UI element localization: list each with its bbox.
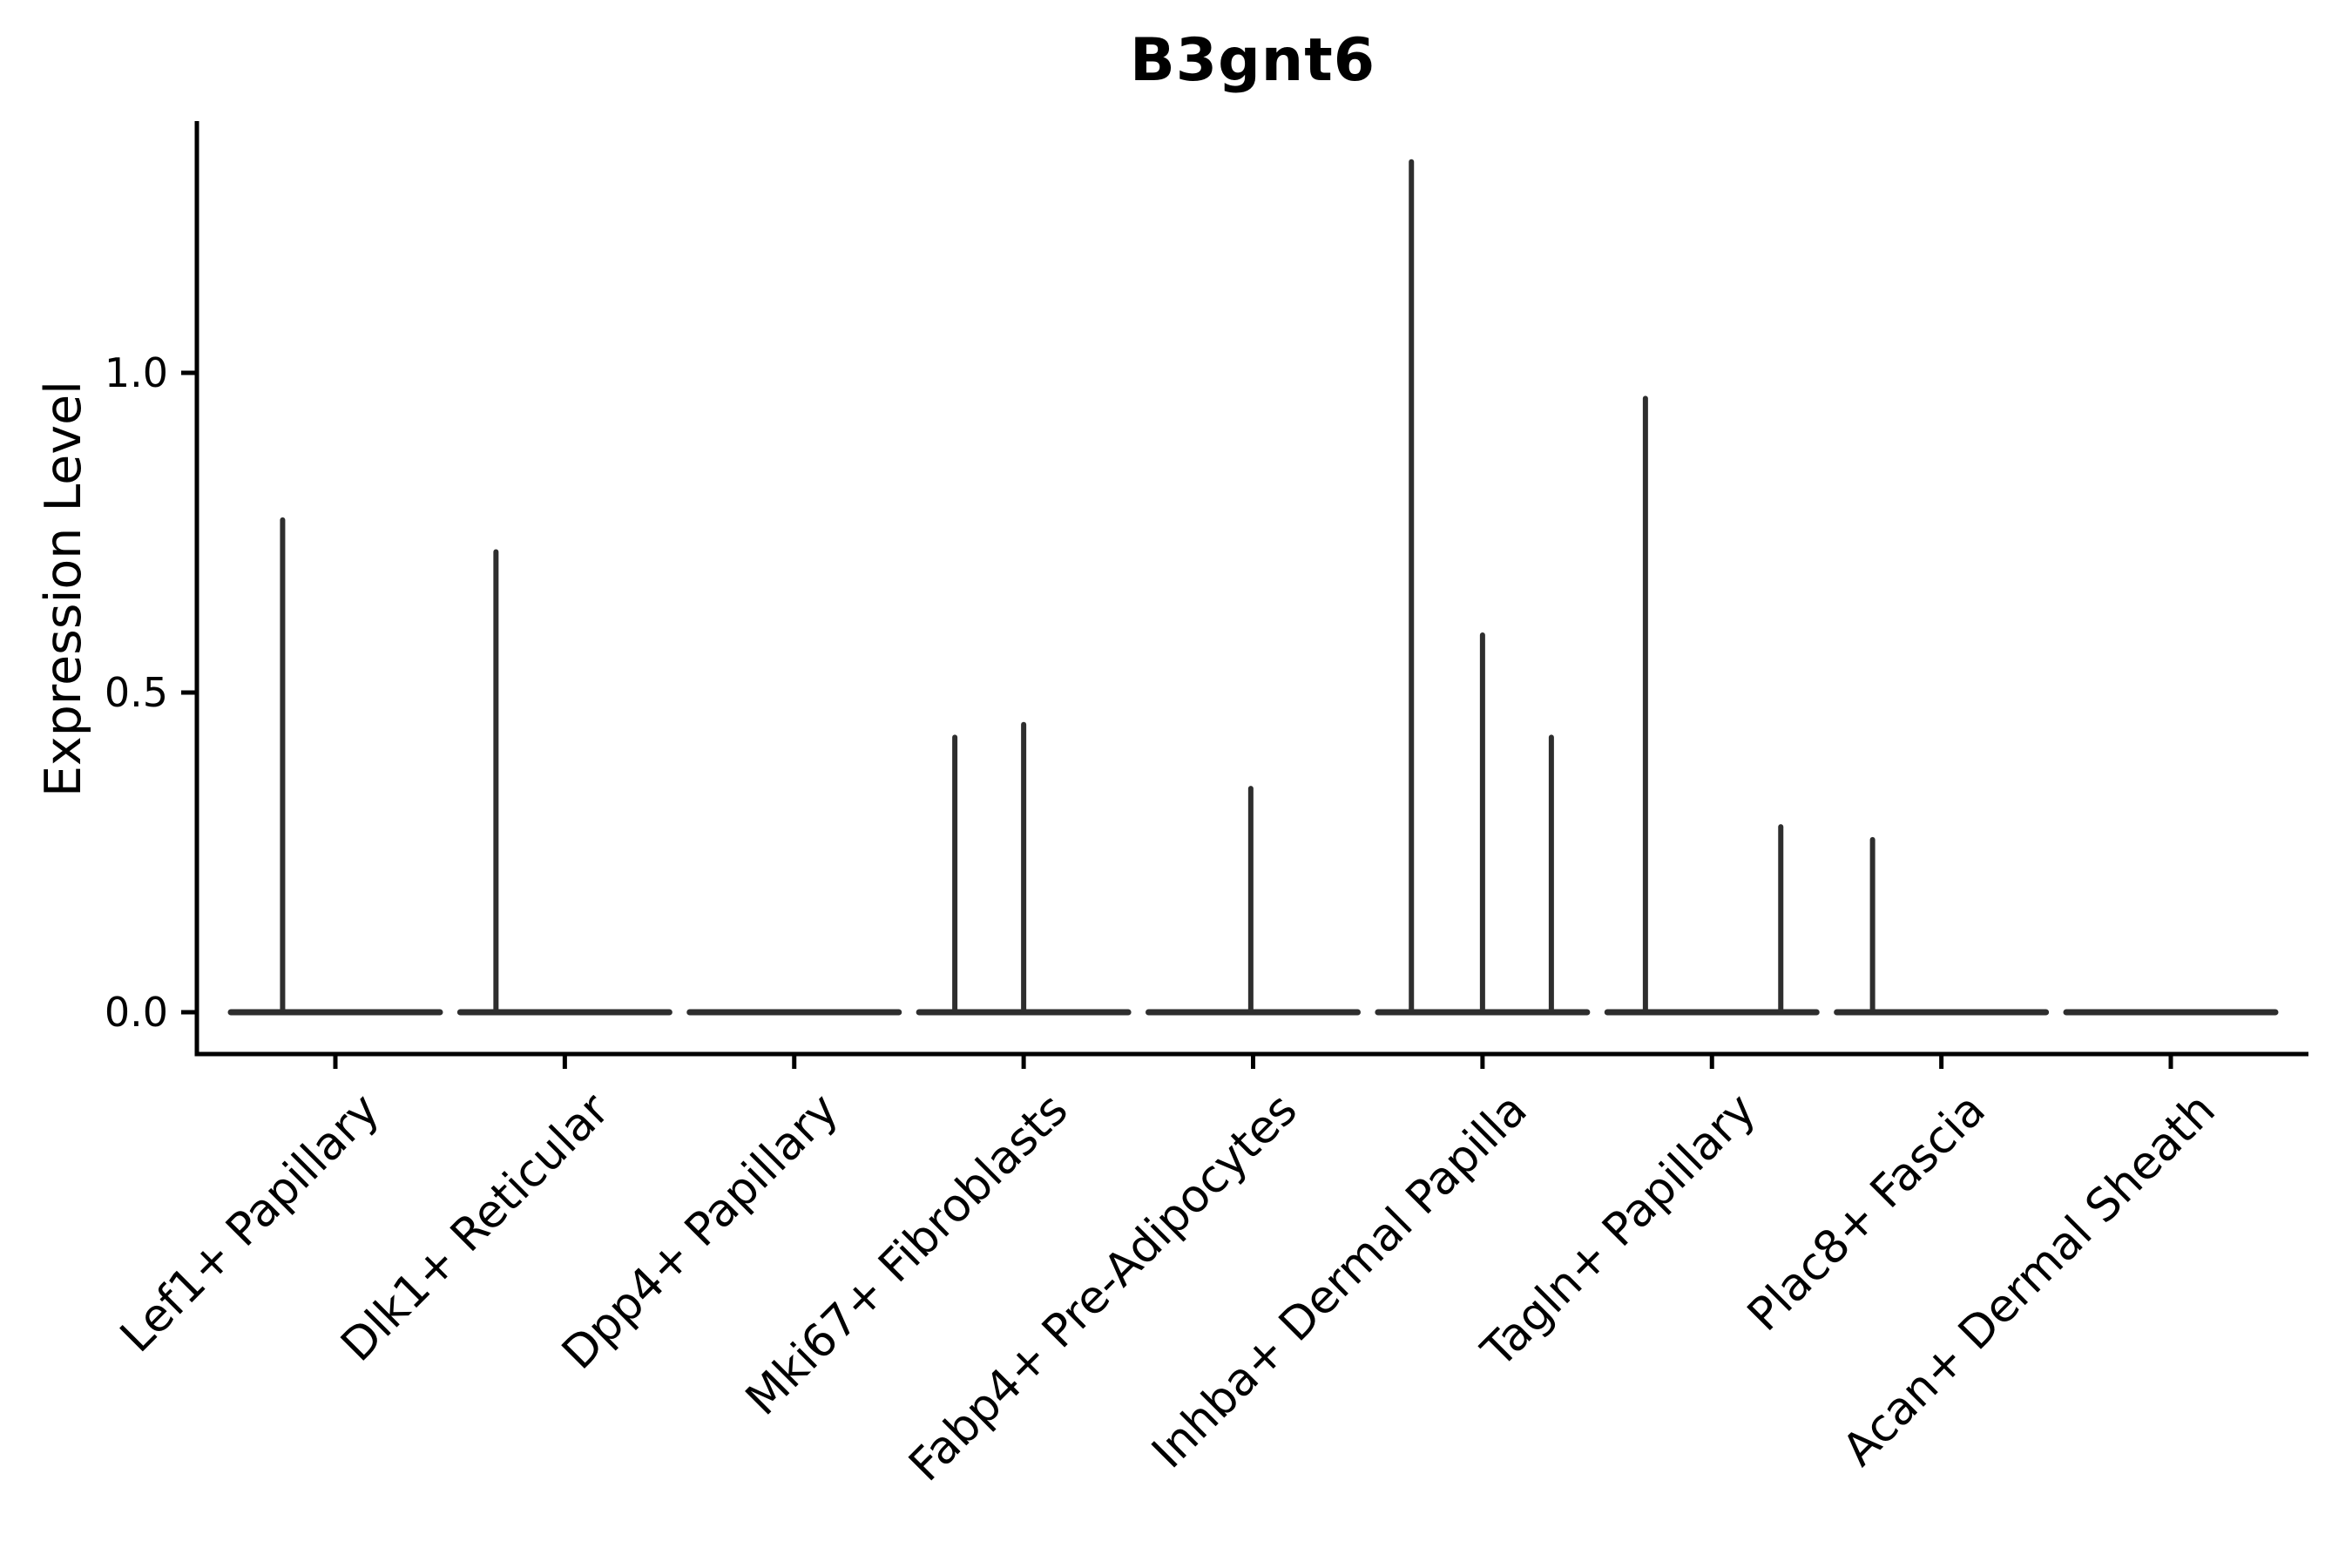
y-tick-label: 0.0 [104, 989, 168, 1036]
y-tick-label: 0.5 [104, 669, 168, 716]
chart-title: B3gnt6 [1129, 26, 1376, 95]
y-tick-label: 1.0 [104, 349, 168, 396]
